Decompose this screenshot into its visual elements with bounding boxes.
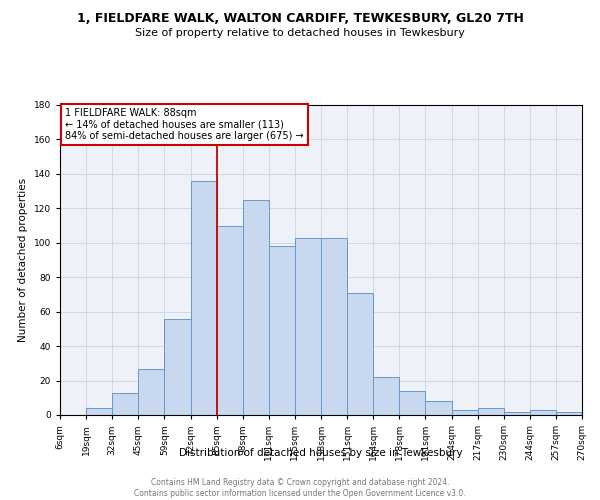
Text: 1, FIELDFARE WALK, WALTON CARDIFF, TEWKESBURY, GL20 7TH: 1, FIELDFARE WALK, WALTON CARDIFF, TEWKE… [77, 12, 523, 26]
Bar [86, 408, 112, 415]
Bar [321, 238, 347, 415]
Bar [504, 412, 530, 415]
Bar [191, 181, 217, 415]
Bar [373, 377, 400, 415]
Text: 1 FIELDFARE WALK: 88sqm
← 14% of detached houses are smaller (113)
84% of semi-d: 1 FIELDFARE WALK: 88sqm ← 14% of detache… [65, 108, 304, 142]
Bar [400, 391, 425, 415]
Bar [530, 410, 556, 415]
Bar [478, 408, 504, 415]
Text: Distribution of detached houses by size in Tewkesbury: Distribution of detached houses by size … [179, 448, 463, 458]
Text: Size of property relative to detached houses in Tewkesbury: Size of property relative to detached ho… [135, 28, 465, 38]
Bar [139, 368, 164, 415]
Bar [269, 246, 295, 415]
Bar [556, 412, 582, 415]
Y-axis label: Number of detached properties: Number of detached properties [18, 178, 28, 342]
Bar [347, 292, 373, 415]
Text: Contains HM Land Registry data © Crown copyright and database right 2024.
Contai: Contains HM Land Registry data © Crown c… [134, 478, 466, 498]
Bar [425, 401, 452, 415]
Bar [164, 318, 191, 415]
Bar [452, 410, 478, 415]
Bar [217, 226, 243, 415]
Bar [295, 238, 321, 415]
Bar [243, 200, 269, 415]
Bar [112, 392, 139, 415]
